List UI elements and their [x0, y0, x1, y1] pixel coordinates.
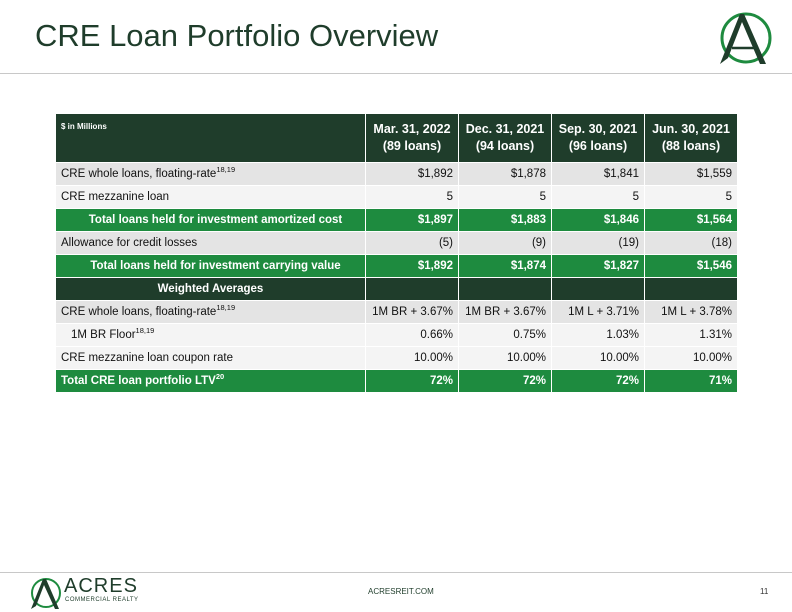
- footer-logo: [31, 578, 61, 609]
- column-header: Jun. 30, 2021 (88 loans): [644, 113, 738, 163]
- table-body: CRE whole loans, floating-rate18,19 $1,89…: [55, 162, 738, 393]
- table-cell: 5: [365, 185, 459, 209]
- table-cell: $1,883: [458, 208, 552, 232]
- column-count: (96 loans): [568, 139, 628, 153]
- table-cell: 10.00%: [644, 346, 738, 370]
- divider: [0, 73, 792, 74]
- column-date: Dec. 31, 2021: [465, 122, 545, 136]
- column-date: Mar. 31, 2022: [373, 122, 451, 136]
- table-row: Total loans held for investment carrying…: [55, 254, 738, 278]
- table-cell: 1.31%: [644, 323, 738, 347]
- table-cell: 72%: [365, 369, 459, 393]
- table-cell: (18): [644, 231, 738, 255]
- row-label-cell: Total loans held for investment carrying…: [55, 254, 366, 278]
- row-label: CRE mezzanine loan: [61, 191, 170, 203]
- table-cell: [644, 277, 738, 301]
- table-cell: 10.00%: [551, 346, 645, 370]
- row-label: Weighted Averages: [157, 283, 264, 295]
- table-cell: $1,546: [644, 254, 738, 278]
- table-cell: 5: [551, 185, 645, 209]
- row-label: CRE mezzanine loan coupon rate: [61, 352, 233, 364]
- table-cell: 1M L + 3.71%: [551, 300, 645, 324]
- table-cell: $1,892: [365, 254, 459, 278]
- table-cell: 72%: [551, 369, 645, 393]
- table-cell: (9): [458, 231, 552, 255]
- table-row: Total CRE loan portfolio LTV20 72% 72% 72% 7…: [55, 369, 738, 393]
- table-cell: $1,559: [644, 162, 738, 186]
- table-cell: 10.00%: [458, 346, 552, 370]
- table-cell: 0.75%: [458, 323, 552, 347]
- column-count: (89 loans): [382, 139, 442, 153]
- table-cell: 5: [644, 185, 738, 209]
- row-label-cell: CRE mezzanine loan: [55, 185, 366, 209]
- table-cell: $1,827: [551, 254, 645, 278]
- footnote-ref: 18,19: [216, 303, 236, 312]
- table-cell: 1M BR + 3.67%: [365, 300, 459, 324]
- slide-title: CRE Loan Portfolio Overview: [35, 18, 439, 53]
- table-cell: 10.00%: [365, 346, 459, 370]
- table-cell: $1,841: [551, 162, 645, 186]
- row-label-cell: CRE mezzanine loan coupon rate: [55, 346, 366, 370]
- table-cell: $1,846: [551, 208, 645, 232]
- row-label-cell: Total loans held for investment amortize…: [55, 208, 366, 232]
- table-row: CRE whole loans, floating-rate18,19 $1,89…: [55, 162, 738, 186]
- row-label-cell: CRE whole loans, floating-rate18,19: [55, 300, 366, 324]
- table-cell: [365, 277, 459, 301]
- column-header: Sep. 30, 2021 (96 loans): [551, 113, 645, 163]
- row-label: 1M BR Floor: [71, 329, 136, 341]
- row-label-cell: 1M BR Floor18,19: [55, 323, 366, 347]
- table-cell: 72%: [458, 369, 552, 393]
- table-cell: 1M L + 3.78%: [644, 300, 738, 324]
- table-cell: [458, 277, 552, 301]
- row-label-cell: Allowance for credit losses: [55, 231, 366, 255]
- page-number: 11: [760, 587, 769, 596]
- column-header: Mar. 31, 2022 (89 loans): [365, 113, 459, 163]
- table-cell: $1,564: [644, 208, 738, 232]
- table-row: CRE mezzanine loan 5 5 5 5: [55, 185, 738, 209]
- table-row: Weighted Averages: [55, 277, 738, 301]
- footnote-ref: 18,19: [216, 165, 236, 174]
- row-label-cell: Total CRE loan portfolio LTV20: [55, 369, 366, 393]
- logo-name: ACRES: [64, 575, 138, 597]
- row-label-cell: CRE whole loans, floating-rate18,19: [55, 162, 366, 186]
- footnote-ref: 20: [215, 372, 225, 381]
- row-label: CRE whole loans, floating-rate: [61, 306, 217, 318]
- table-row: 1M BR Floor18,19 0.66% 0.75% 1.03% 1.31%: [55, 323, 738, 347]
- table-cell: 1M BR + 3.67%: [458, 300, 552, 324]
- row-label: Total loans held for investment amortize…: [88, 214, 343, 226]
- logo: [720, 12, 772, 64]
- table-cell: $1,878: [458, 162, 552, 186]
- logo-subtitle: COMMERCIAL REALTY: [65, 597, 139, 603]
- website: ACRESREIT.COM: [368, 587, 434, 596]
- table-cell: $1,874: [458, 254, 552, 278]
- table-cell: (19): [551, 231, 645, 255]
- table-cell: 0.66%: [365, 323, 459, 347]
- unit-label: $ in Millions: [55, 113, 366, 163]
- row-label: CRE whole loans, floating-rate: [61, 168, 217, 180]
- table-cell: 1.03%: [551, 323, 645, 347]
- column-date: Jun. 30, 2021: [652, 122, 730, 136]
- table-row: CRE mezzanine loan coupon rate 10.00% 10.0…: [55, 346, 738, 370]
- divider: [0, 572, 792, 573]
- table-cell: [551, 277, 645, 301]
- row-label: Total CRE loan portfolio LTV: [61, 375, 216, 387]
- table-row: Allowance for credit losses (5) (9) (19) (18…: [55, 231, 738, 255]
- column-count: (94 loans): [475, 139, 535, 153]
- row-label: Allowance for credit losses: [61, 237, 198, 249]
- table-cell: 71%: [644, 369, 738, 393]
- table-cell: $1,892: [365, 162, 459, 186]
- row-label: Total loans held for investment carrying…: [90, 260, 341, 272]
- column-date: Sep. 30, 2021: [558, 122, 638, 136]
- table-cell: $1,897: [365, 208, 459, 232]
- row-label-cell: Weighted Averages: [55, 277, 366, 301]
- column-header: Dec. 31, 2021 (94 loans): [458, 113, 552, 163]
- column-count: (88 loans): [661, 139, 721, 153]
- table-cell: 5: [458, 185, 552, 209]
- table-row: CRE whole loans, floating-rate18,19 1M BR…: [55, 300, 738, 324]
- loan-table: $ in Millions Mar. 31, 2022 (89 loans) De…: [55, 113, 738, 393]
- footnote-ref: 18,19: [135, 326, 155, 335]
- table-row: Total loans held for investment amortize…: [55, 208, 738, 232]
- table-cell: (5): [365, 231, 459, 255]
